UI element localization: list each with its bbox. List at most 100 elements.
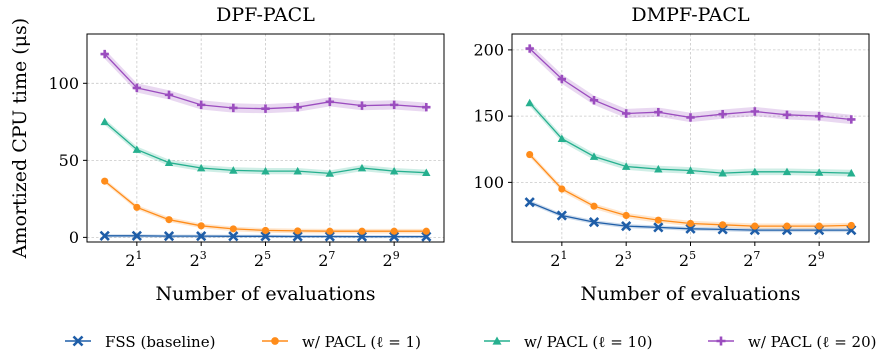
- series-3: [525, 98, 856, 177]
- data-point: [557, 134, 567, 143]
- data-point: [557, 74, 567, 84]
- data-point: [164, 158, 174, 167]
- data-point: [132, 83, 142, 93]
- data-point: [815, 222, 823, 230]
- x-tick-label: 21: [550, 249, 567, 270]
- data-point: [590, 202, 598, 210]
- series-1: [99, 230, 432, 242]
- chart-title: DMPF-PACL: [631, 4, 750, 26]
- data-point: [422, 168, 431, 177]
- x-axis-label: Number of evaluations: [580, 283, 800, 305]
- panel-1: 0 50 100 21 23 25 27 29 DPF-PACL Number of evalua…: [9, 4, 445, 305]
- data-point: [133, 203, 141, 211]
- data-point: [389, 231, 400, 242]
- data-point: [622, 211, 630, 220]
- data-point: [389, 100, 399, 110]
- data-point: [685, 223, 696, 234]
- data-point: [163, 231, 175, 242]
- data-point: [260, 231, 271, 242]
- legend-label: w/ PACL (ℓ = 1): [302, 333, 421, 351]
- data-point: [325, 169, 335, 177]
- data-point: [389, 166, 399, 175]
- data-point: [229, 225, 237, 233]
- data-point: [324, 231, 335, 242]
- data-point: [325, 97, 335, 106]
- y-tick-label: 150: [473, 107, 504, 126]
- data-point: [621, 220, 632, 232]
- data-point: [228, 231, 239, 242]
- data-point: [358, 227, 366, 235]
- x-tick-label: 23: [615, 249, 632, 270]
- y-axis-label: Amortized CPU time (μs): [9, 18, 31, 259]
- x-tick-label: 25: [679, 249, 696, 270]
- legend-item: w/ PACL (ℓ = 1): [262, 333, 421, 351]
- data-point: [751, 222, 759, 230]
- y-tick-label: 100: [473, 173, 504, 192]
- legend-label: w/ PACL (ℓ = 20): [748, 333, 877, 351]
- legend-label: FSS (baseline): [105, 333, 215, 351]
- data-point: [718, 109, 727, 119]
- data-point: [422, 102, 431, 112]
- y-tick-label: 0: [69, 228, 79, 247]
- data-point: [750, 107, 760, 116]
- confidence-band: [529, 43, 852, 125]
- data-point: [99, 230, 110, 241]
- y-tick-label: 200: [473, 40, 504, 59]
- data-point: [814, 168, 824, 176]
- data-point: [261, 104, 270, 113]
- series-2: [526, 150, 855, 230]
- data-point: [750, 167, 760, 176]
- y-tick-label: 50: [59, 151, 79, 170]
- data-point: [101, 177, 109, 185]
- x-tick-label: 27: [318, 249, 335, 270]
- x-tick-label: 29: [808, 249, 825, 270]
- data-point: [782, 167, 792, 176]
- data-point: [621, 162, 631, 170]
- data-point: [782, 110, 792, 120]
- series-4: [525, 43, 856, 125]
- data-point: [558, 185, 566, 193]
- data-point: [422, 227, 430, 235]
- confidence-band: [529, 151, 852, 229]
- chart-title: DPF-PACL: [216, 4, 315, 26]
- data-point: [357, 163, 367, 172]
- data-point: [294, 227, 302, 235]
- data-point: [525, 98, 534, 107]
- data-point: [132, 145, 142, 153]
- data-point: [847, 221, 855, 230]
- data-point: [293, 102, 302, 112]
- data-point: [814, 111, 824, 121]
- x-tick-label: 27: [743, 249, 760, 270]
- series-4: [100, 49, 431, 114]
- legend-item: w/ PACL (ℓ = 20): [708, 333, 877, 351]
- data-point: [197, 222, 205, 230]
- x-tick-label: 23: [190, 249, 207, 270]
- legend-item: FSS (baseline): [65, 333, 215, 351]
- data-point: [131, 230, 142, 241]
- data-point: [589, 96, 599, 105]
- data-point: [524, 197, 535, 208]
- data-point: [229, 166, 238, 174]
- data-point: [654, 107, 663, 117]
- x-tick-label: 29: [383, 249, 400, 270]
- legend-item: w/ PACL (ℓ = 10): [484, 333, 653, 351]
- data-point: [390, 227, 398, 235]
- data-point: [357, 101, 367, 110]
- data-point: [847, 168, 856, 177]
- data-point: [686, 113, 695, 122]
- data-point: [525, 44, 534, 53]
- legend-marker: [716, 336, 726, 346]
- data-point: [783, 222, 791, 230]
- data-point: [654, 164, 663, 173]
- data-point: [589, 152, 599, 160]
- data-point: [847, 115, 856, 124]
- data-point: [261, 226, 270, 235]
- data-point: [421, 231, 432, 242]
- data-point: [293, 166, 302, 175]
- data-point: [100, 49, 109, 59]
- legend-marker: [492, 336, 502, 345]
- series-2: [101, 177, 430, 235]
- data-point: [356, 231, 368, 242]
- legend-marker: [271, 337, 279, 345]
